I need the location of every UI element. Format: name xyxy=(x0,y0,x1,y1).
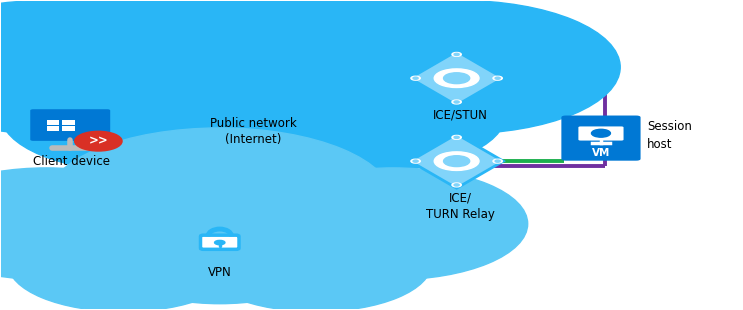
Circle shape xyxy=(299,1,620,134)
Text: ICE/STUN: ICE/STUN xyxy=(433,109,487,122)
Text: ICE/
TURN Relay: ICE/ TURN Relay xyxy=(426,192,495,221)
Circle shape xyxy=(591,129,611,137)
FancyBboxPatch shape xyxy=(47,120,59,125)
Circle shape xyxy=(0,168,181,280)
Circle shape xyxy=(434,152,479,171)
Circle shape xyxy=(454,101,459,103)
Circle shape xyxy=(454,53,459,55)
Circle shape xyxy=(493,159,502,163)
Circle shape xyxy=(115,48,391,162)
Circle shape xyxy=(74,131,122,151)
FancyBboxPatch shape xyxy=(562,116,640,161)
FancyBboxPatch shape xyxy=(30,109,110,141)
Circle shape xyxy=(47,128,393,272)
Text: Public network
(Internet): Public network (Internet) xyxy=(210,117,296,146)
Circle shape xyxy=(411,159,421,163)
Polygon shape xyxy=(410,51,503,105)
Circle shape xyxy=(444,156,470,166)
FancyBboxPatch shape xyxy=(62,120,74,125)
Circle shape xyxy=(454,136,459,139)
Text: Session
host: Session host xyxy=(647,120,692,151)
Circle shape xyxy=(413,160,418,162)
Circle shape xyxy=(411,76,421,80)
Circle shape xyxy=(434,69,479,87)
Circle shape xyxy=(444,73,470,84)
Circle shape xyxy=(0,1,207,134)
Circle shape xyxy=(215,241,225,245)
Text: Client device: Client device xyxy=(33,155,110,168)
FancyBboxPatch shape xyxy=(47,126,59,131)
Circle shape xyxy=(8,216,239,310)
Circle shape xyxy=(452,183,461,187)
FancyBboxPatch shape xyxy=(578,126,623,140)
Circle shape xyxy=(452,52,461,56)
Text: VM: VM xyxy=(591,148,610,158)
FancyBboxPatch shape xyxy=(62,126,74,131)
FancyBboxPatch shape xyxy=(201,235,239,249)
Circle shape xyxy=(495,77,500,79)
Circle shape xyxy=(259,168,528,280)
Circle shape xyxy=(452,135,461,139)
Circle shape xyxy=(201,216,432,310)
Circle shape xyxy=(452,100,461,104)
Circle shape xyxy=(47,0,460,124)
Polygon shape xyxy=(410,134,503,188)
Circle shape xyxy=(454,184,459,186)
Circle shape xyxy=(230,58,505,172)
Text: VPN: VPN xyxy=(208,266,232,279)
Circle shape xyxy=(104,208,335,304)
Circle shape xyxy=(1,58,276,172)
Circle shape xyxy=(495,160,500,162)
Circle shape xyxy=(493,76,502,80)
Circle shape xyxy=(413,77,418,79)
Text: >>: >> xyxy=(88,134,108,147)
